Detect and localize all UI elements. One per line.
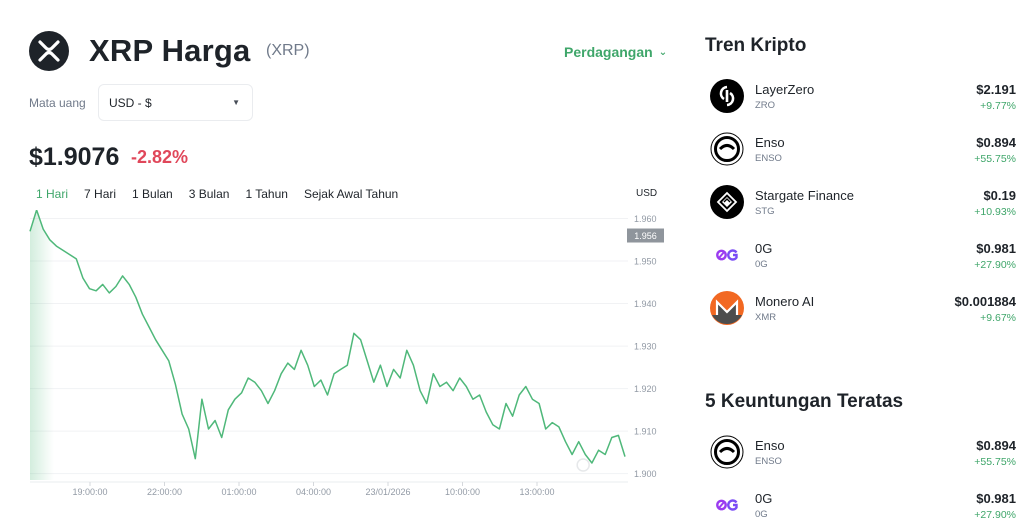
y-tick-label: 1.940: [634, 299, 657, 309]
coin-symbol: ENSO: [755, 153, 782, 164]
monero-icon: [710, 291, 744, 325]
x-tick-label: 22:00:00: [147, 487, 182, 497]
coin-change: +55.75%: [974, 456, 1016, 468]
chevron-down-icon: ⌄: [658, 46, 668, 58]
layerzero-icon: [710, 79, 744, 113]
coin-name: LayerZero: [755, 82, 815, 97]
timeframe-tabs: 1 Hari 7 Hari 1 Bulan 3 Bulan 1 Tahun Se…: [36, 187, 414, 201]
series-line: [29, 210, 626, 464]
coin-name: Stargate Finance: [755, 188, 855, 203]
gainers-title: 5 Keuntungan Teratas: [705, 391, 904, 412]
x-tick-label: 01:00:00: [221, 487, 256, 497]
x-tick-label: 13:00:00: [519, 487, 554, 497]
coin-price: $0.981: [976, 491, 1016, 506]
coin-change: +9.67%: [980, 312, 1016, 324]
tab-3-bulan[interactable]: 3 Bulan: [188, 187, 230, 201]
current-price: $1.9076: [29, 143, 120, 171]
y-tick-label: 1.950: [634, 257, 657, 267]
coin-change: +9.77%: [980, 100, 1016, 112]
xrp-logo-icon: [29, 31, 69, 71]
coin-change: +55.75%: [974, 153, 1016, 165]
coin-change: +10.93%: [974, 206, 1016, 218]
coin-symbol: ZRO: [755, 100, 776, 111]
tab-1-bulan[interactable]: 1 Bulan: [132, 187, 173, 201]
currency-label: Mata uang: [29, 96, 86, 110]
zerog-icon: [710, 238, 744, 272]
coin-change: +27.90%: [974, 259, 1016, 271]
enso-icon: [710, 435, 744, 469]
stargate-icon: [710, 185, 744, 219]
y-tick-label: 1.930: [634, 342, 657, 352]
y-tick-label: 1.920: [634, 384, 657, 394]
coin-change: +27.90%: [974, 509, 1016, 521]
trending-row-zro[interactable]: LayerZero ZRO $2.191 +9.77%: [710, 76, 1016, 116]
coin-symbol: STG: [755, 206, 775, 217]
coin-price: $2.191: [976, 82, 1016, 97]
trade-label: Perdagangan: [564, 44, 653, 60]
coin-price: $0.981: [976, 241, 1016, 256]
tab-7-hari[interactable]: 7 Hari: [84, 187, 117, 201]
chart-unit-label: USD: [636, 188, 658, 199]
gainer-row-enso[interactable]: Enso ENSO $0.894 +55.75%: [710, 432, 1016, 472]
coin-symbol: XMR: [755, 312, 777, 323]
price-change: -2.82%: [131, 147, 189, 167]
page-title: XRP Harga: [89, 33, 251, 68]
trending-title: Tren Kripto: [705, 35, 807, 56]
coin-name: 0G: [755, 241, 773, 256]
caret-down-icon: ▼: [232, 98, 240, 107]
current-value-label: 1.956: [634, 231, 657, 241]
x-tick-label: 10:00:00: [445, 487, 480, 497]
coin-name: Enso: [755, 438, 785, 453]
trending-row-enso[interactable]: Enso ENSO $0.894 +55.75%: [710, 129, 1016, 169]
trending-row-xmr[interactable]: Monero AI XMR $0.001884 +9.67%: [710, 288, 1016, 328]
coin-price: $0.19: [983, 188, 1016, 203]
coin-price: $0.894: [976, 135, 1016, 150]
price-panel: XRP Harga (XRP) Perdagangan ⌄ Mata uang …: [0, 31, 680, 510]
x-tick-label: 19:00:00: [72, 487, 107, 497]
coin-price: $0.894: [976, 438, 1016, 453]
coin-symbol: (XRP): [266, 42, 310, 59]
y-tick-label: 1.900: [634, 469, 657, 479]
price-chart[interactable]: 1.960 1.950 1.940 1.930 1.920 1.910 1.900 19:00…: [0, 210, 680, 510]
enso-icon: [710, 132, 744, 166]
trade-dropdown-button[interactable]: Perdagangan ⌄: [564, 44, 667, 60]
coin-name: 0G: [755, 491, 773, 506]
trending-row-stg[interactable]: Stargate Finance STG $0.19 +10.93%: [710, 182, 1016, 222]
currency-value: USD - $: [109, 95, 152, 110]
trending-row-0g[interactable]: 0G 0G $0.981 +27.90%: [710, 235, 1016, 275]
tab-sejak-awal-tahun[interactable]: Sejak Awal Tahun: [303, 187, 399, 201]
coin-price: $0.001884: [954, 294, 1016, 309]
coin-name: Monero AI: [755, 294, 815, 309]
current-value-badge: [627, 228, 664, 243]
x-tick-label: 04:00:00: [296, 487, 331, 497]
coin-symbol: ENSO: [755, 456, 782, 467]
zerog-icon: [710, 488, 744, 522]
series-area: [30, 210, 625, 480]
currency-select[interactable]: USD - $ ▼: [98, 84, 253, 121]
tab-1-tahun[interactable]: 1 Tahun: [245, 187, 288, 201]
tab-1-hari[interactable]: 1 Hari: [36, 187, 69, 201]
coin-symbol: 0G: [755, 259, 768, 270]
hover-point: [576, 458, 590, 472]
gainer-row-0g[interactable]: 0G 0G $0.981 +27.90%: [710, 485, 1016, 525]
x-tick-label: 23/01/2026: [365, 487, 410, 497]
sidebar: Tren Kripto LayerZero ZRO $2.191 +9.77% Enso…: [690, 0, 1024, 532]
y-tick-label: 1.910: [634, 427, 657, 437]
y-tick-label: 1.960: [634, 214, 657, 224]
coin-symbol: 0G: [755, 509, 768, 520]
coin-name: Enso: [755, 135, 785, 150]
